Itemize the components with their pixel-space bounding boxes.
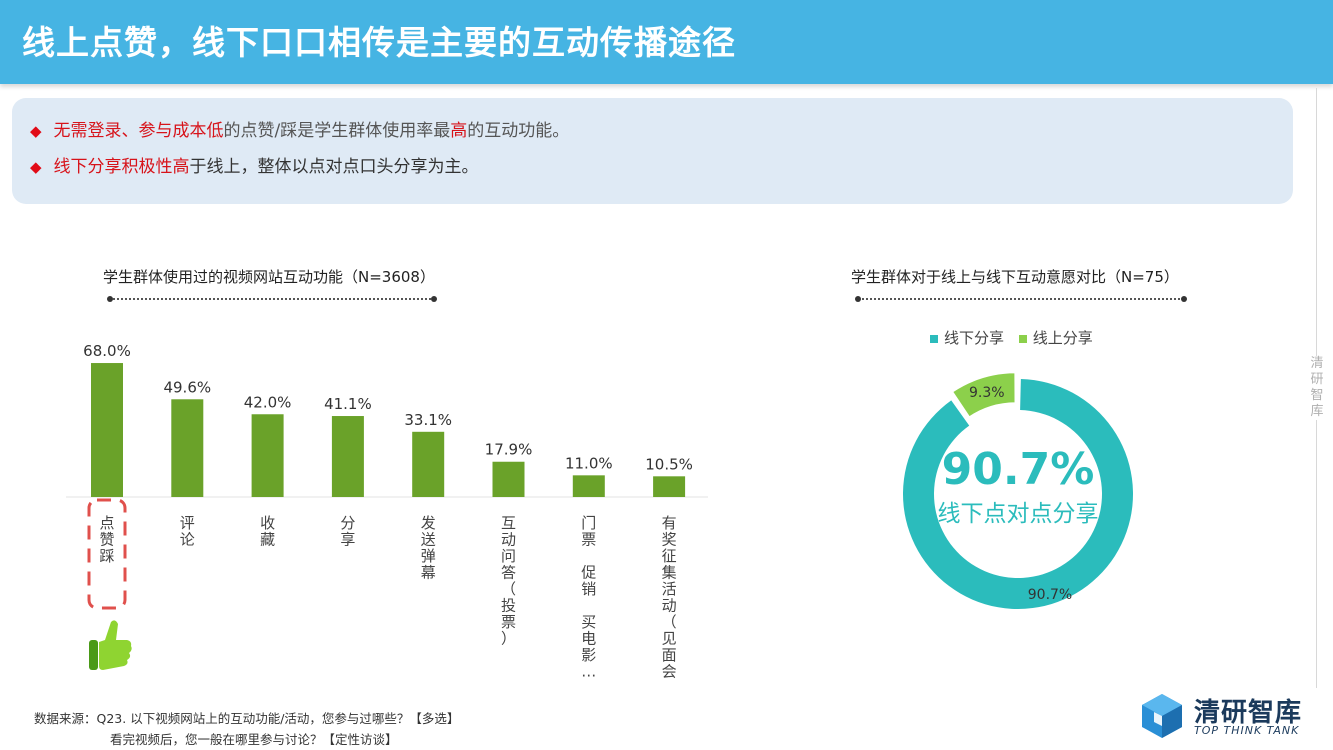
legend-swatch-offline [930,334,938,343]
page-title: 线上点赞，线下口口相传是主要的互动传播途径 [22,23,736,62]
category-label-7-5: 动 [662,597,677,615]
bar-0 [91,363,123,497]
thumbs-up-cuff [89,640,98,670]
category-label-5-0: 互 [501,514,516,532]
category-label-5-6: 票 [501,613,516,631]
logo-name: 清研智库 [1194,698,1303,728]
donut-slice-online [950,371,1017,419]
side-watermark: 清研智库 [1308,356,1326,420]
bar-3 [331,416,364,497]
legend-item-offline: 线下分享 [930,329,1004,347]
bar-value-label-7: 10.5% [645,455,693,473]
category-label-5-2: 问 [501,547,516,565]
footer-source: 数据来源：Q23. 以下视频网站上的互动功能/活动，您参与过哪些？【多选】 看完… [34,708,459,750]
category-label-3-1: 享 [340,531,355,549]
bar-value-label-5: 17.9% [485,441,533,459]
bar-2 [251,414,284,497]
donut-title-divider [855,296,1187,302]
footer-line-1: 数据来源：Q23. 以下视频网站上的互动功能/活动，您参与过哪些？【多选】 [34,711,460,726]
category-label-7-6: （ [662,613,677,631]
category-label-4-3: 幕 [421,564,436,582]
brand-logo: 清研智库 TOP THINK TANK [1140,692,1320,740]
category-label-5-7: ） [501,630,516,648]
donut-center-value: 90.7% [942,444,1095,495]
category-label-6-7: 电 [581,630,596,648]
bar-1 [171,399,204,497]
category-label-0-2: 踩 [99,547,114,565]
category-label-6-6: 买 [581,613,596,631]
category-label-5-5: 投 [501,597,516,615]
category-label-2-0: 收 [260,514,275,532]
bar-6 [572,475,605,497]
category-label-7-2: 征 [662,547,677,565]
bar-value-label-4: 33.1% [404,411,452,429]
category-label-5-1: 动 [501,531,516,549]
category-label-7-7: 见 [662,630,677,648]
bar-title-divider [107,296,437,302]
bar-value-label-2: 42.0% [244,393,292,411]
legend-swatch-online [1018,334,1027,343]
cube-logo-icon [1142,694,1182,738]
bar-chart-title: 学生群体使用过的视频网站互动功能（N=3608） [103,268,435,286]
category-label-2-1: 藏 [260,531,275,549]
category-label-7-0: 有 [662,514,677,532]
summary-box: ◆ 无需登录、参与成本低的点赞/踩是学生群体使用率最高的互动功能。 ◆ 线下分享积极… [12,98,1293,204]
donut-legend: 线下分享 线上分享 [930,327,1103,348]
category-label-3-0: 分 [340,514,355,532]
category-label-5-3: 答 [501,564,516,582]
header-bar: 线上点赞，线下口口相传是主要的互动传播途径 [0,0,1333,84]
donut-center-label: 线下点对点分享 [938,501,1099,527]
category-label-4-2: 弹 [421,547,436,565]
bar-value-label-3: 41.1% [324,395,372,413]
category-label-6-8: 影 [581,646,596,664]
donut-label-online: 9.3% [969,385,1005,401]
bar-value-label-1: 49.6% [163,378,211,396]
category-label-7-3: 集 [662,564,677,582]
bar-7 [653,476,686,497]
bar-5 [492,461,525,497]
category-label-4-0: 发 [421,514,436,532]
category-label-6-3: 促 [581,564,596,582]
summary-bullet-2: ◆ 线下分享积极性高于线上，整体以点对点口头分享为主。 [30,157,479,177]
category-label-7-8: 面 [662,646,677,664]
summary-bullet-1: ◆ 无需登录、参与成本低的点赞/踩是学生群体使用率最高的互动功能。 [30,121,570,141]
category-label-0-0: 点 [99,514,114,532]
highlight-dashed-box [87,498,127,610]
donut-chart-title: 学生群体对于线上与线下互动意愿对比（N=75） [851,268,1179,286]
category-label-6-4: 销 [581,580,596,598]
category-label-7-9: 会 [662,663,677,681]
category-label-1-1: 论 [180,531,195,549]
diamond-bullet-icon: ◆ [30,158,42,176]
category-label-6-0: 门 [581,514,596,532]
logo-tagline: TOP THINK TANK [1194,724,1300,737]
category-label-6-1: 票 [581,531,596,549]
donut-label-offline: 90.7% [1028,587,1072,603]
category-label-1-0: 评 [180,514,195,532]
category-label-7-4: 活 [662,580,677,598]
footer-line-2: 看完视频后，您一般在哪里参与讨论？【定性访谈】 [110,732,398,747]
category-label-6-9: … [581,663,596,681]
bar-value-label-0: 68.0% [83,342,131,360]
thumbs-up-icon [89,620,132,670]
thumbs-up-hand [99,620,132,670]
category-label-7-1: 奖 [662,531,677,549]
category-label-5-4: （ [501,580,516,598]
bar-value-label-6: 11.0% [565,454,613,472]
category-label-0-1: 赞 [99,531,114,549]
donut-chart: 9.3% 90.7% 90.7% 线下点对点分享 [903,371,1133,609]
diamond-bullet-icon: ◆ [30,122,42,140]
legend-item-online: 线上分享 [1018,329,1093,347]
bar-4 [412,431,445,497]
category-label-4-1: 送 [421,531,436,549]
